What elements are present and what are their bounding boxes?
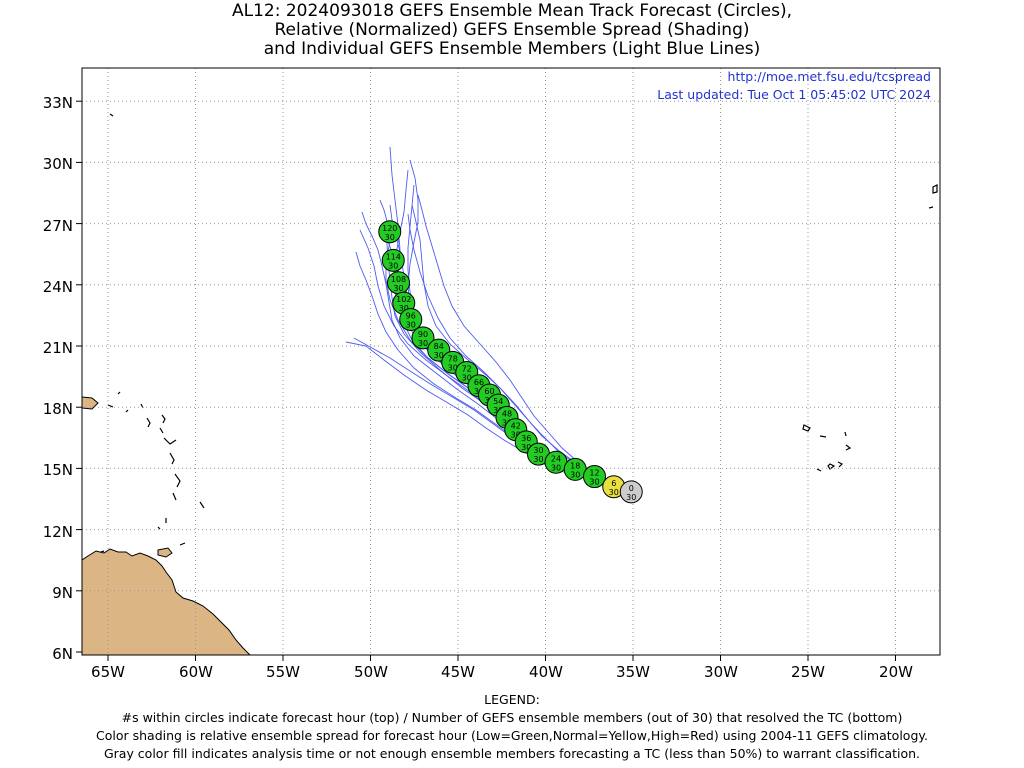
canary-islands xyxy=(928,184,938,209)
member-count-label: 30 xyxy=(434,351,444,360)
plot-frame xyxy=(81,67,941,656)
lat-axis-labels: 33N 30N 27N 24N 21N 18N 15N 12N 9N 6N xyxy=(43,94,73,663)
lon-label-20w: 20W xyxy=(879,663,913,681)
lon-label-60w: 60W xyxy=(179,663,213,681)
member-count-label: 30 xyxy=(533,455,543,464)
member-count-label: 30 xyxy=(609,488,619,497)
member-count-label: 30 xyxy=(385,233,395,242)
source-url-link[interactable]: http://moe.met.fsu.edu/tcspread xyxy=(728,69,931,84)
track-circle xyxy=(399,307,423,331)
lat-label-15n: 15N xyxy=(43,461,73,479)
lat-label-30n: 30N xyxy=(43,155,73,173)
lat-label-27n: 27N xyxy=(43,217,73,235)
forecast-hour-label: 72 xyxy=(462,365,472,374)
member-count-label: 30 xyxy=(388,261,398,270)
lon-label-25w: 25W xyxy=(791,663,825,681)
lat-label-24n: 24N xyxy=(43,278,73,296)
trinidad-island xyxy=(157,547,173,558)
forecast-hour-label: 12 xyxy=(589,469,599,478)
lon-label-40w: 40W xyxy=(529,663,563,681)
south-america-land xyxy=(82,548,251,655)
lon-label-55w: 55W xyxy=(266,663,300,681)
legend-line-2: Color shading is relative ensemble sprea… xyxy=(96,728,928,743)
lat-label-21n: 21N xyxy=(43,339,73,357)
lat-label-18n: 18N xyxy=(43,400,73,418)
forecast-hour-label: 6 xyxy=(611,479,616,488)
chart-title-line-3: and Individual GEFS Ensemble Members (Li… xyxy=(263,39,761,59)
axis-ticks xyxy=(76,100,896,661)
track-circle xyxy=(378,220,402,244)
forecast-hour-label: 66 xyxy=(474,378,484,387)
member-count-label: 30 xyxy=(393,284,403,293)
forecast-hour-label: 84 xyxy=(434,342,444,351)
member-count-label: 30 xyxy=(448,363,458,372)
lon-label-45w: 45W xyxy=(441,663,475,681)
forecast-hour-label: 108 xyxy=(391,275,406,284)
forecast-hour-label: 90 xyxy=(418,330,428,339)
track-point-hour-0: 030 xyxy=(619,480,643,504)
member-count-label: 30 xyxy=(570,470,580,479)
forecast-hour-label: 102 xyxy=(396,295,411,304)
track-circle xyxy=(619,480,643,504)
legend-title: LEGEND: xyxy=(484,692,540,707)
member-count-label: 30 xyxy=(511,431,521,440)
forecast-hour-label: 54 xyxy=(493,397,503,406)
member-count-label: 30 xyxy=(626,493,636,502)
lon-label-30w: 30W xyxy=(704,663,738,681)
forecast-hour-label: 18 xyxy=(570,461,580,470)
track-circle xyxy=(381,248,405,272)
forecast-hour-label: 24 xyxy=(551,454,561,463)
forecast-hour-label: 42 xyxy=(511,422,521,431)
track-circle xyxy=(583,465,606,489)
forecast-hour-label: 36 xyxy=(521,434,531,443)
member-count-label: 30 xyxy=(589,478,599,487)
lon-label-35w: 35W xyxy=(616,663,650,681)
legend-line-3: Gray color fill indicates analysis time … xyxy=(103,746,921,761)
lat-label-9n: 9N xyxy=(52,584,73,602)
forecast-hour-label: 78 xyxy=(448,354,458,363)
caribbean-islands xyxy=(100,113,205,553)
forecast-hour-label: 96 xyxy=(406,311,416,320)
lat-label-12n: 12N xyxy=(43,523,73,541)
lon-axis-labels: 65W 60W 55W 50W 45W 40W 35W 30W 25W 20W xyxy=(91,663,913,681)
puerto-rico-land xyxy=(82,396,99,410)
member-count-label: 30 xyxy=(521,443,531,452)
track-circle xyxy=(411,326,435,350)
member-count-label: 30 xyxy=(418,339,428,348)
lat-label-33n: 33N xyxy=(43,94,73,112)
member-count-label: 30 xyxy=(462,374,472,383)
last-updated-text: Last updated: Tue Oct 1 05:45:02 UTC 202… xyxy=(657,87,931,102)
chart-title-line-1: AL12: 2024093018 GEFS Ensemble Mean Trac… xyxy=(232,1,792,21)
chart-title-line-2: Relative (Normalized) GEFS Ensemble Spre… xyxy=(274,20,750,40)
member-count-label: 30 xyxy=(399,304,409,313)
member-count-label: 30 xyxy=(406,320,416,329)
forecast-hour-label: 30 xyxy=(533,446,543,455)
forecast-hour-label: 114 xyxy=(386,252,401,261)
lat-label-6n: 6N xyxy=(52,645,73,663)
lon-label-65w: 65W xyxy=(91,663,125,681)
forecast-hour-label: 120 xyxy=(382,224,397,233)
forecast-hour-label: 48 xyxy=(502,409,512,418)
map-background xyxy=(82,68,940,655)
cape-verde-islands xyxy=(802,424,852,472)
member-count-label: 30 xyxy=(551,463,561,472)
forecast-hour-label: 0 xyxy=(629,484,634,493)
legend-line-1: #s within circles indicate forecast hour… xyxy=(121,710,903,725)
forecast-hour-label: 60 xyxy=(484,387,494,396)
lon-label-50w: 50W xyxy=(354,663,388,681)
